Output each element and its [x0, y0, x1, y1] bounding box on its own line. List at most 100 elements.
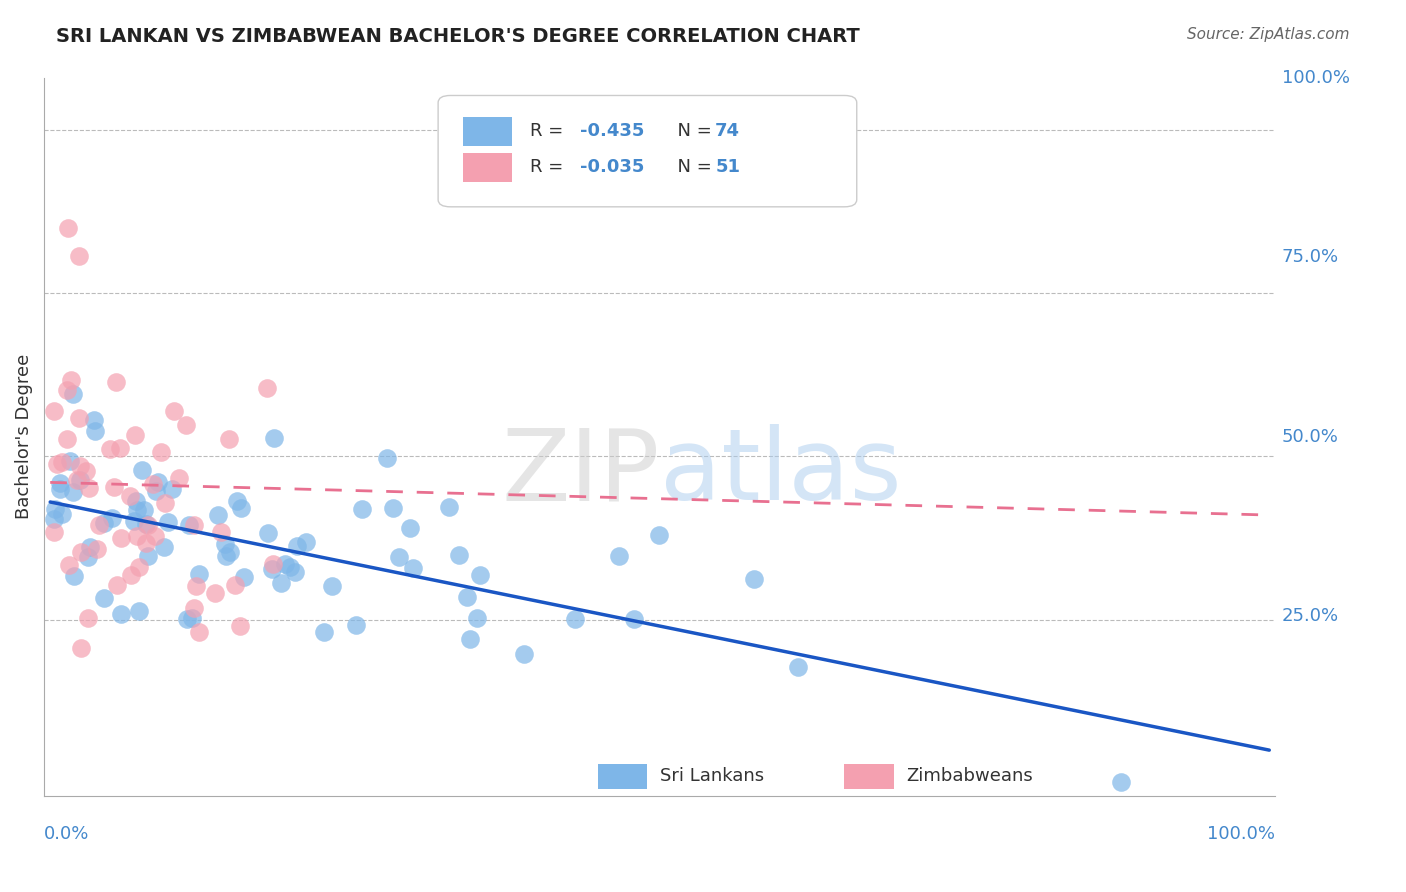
Sri Lankans [135, 517, 157, 532]
Zimbabweans [188, 625, 211, 640]
Zimbabweans [204, 586, 226, 600]
Sri Lankans [79, 540, 101, 554]
Sri Lankans [321, 578, 343, 592]
Sri Lankans [181, 611, 204, 625]
Bar [463, 117, 512, 145]
Text: Source: ZipAtlas.com: Source: ZipAtlas.com [1187, 27, 1350, 42]
FancyBboxPatch shape [439, 95, 856, 207]
Text: 0.0%: 0.0% [44, 824, 90, 843]
Text: ZIP: ZIP [502, 424, 659, 521]
Sri Lankans [437, 500, 460, 515]
Sri Lankans [125, 494, 148, 508]
Sri Lankans [128, 604, 150, 618]
Sri Lankans [62, 387, 84, 401]
Zimbabweans [70, 545, 93, 559]
Sri Lankans [456, 591, 478, 605]
Text: Sri Lankans: Sri Lankans [659, 767, 763, 786]
Text: 100.0%: 100.0% [1281, 69, 1350, 87]
Text: N =: N = [666, 158, 717, 177]
Sri Lankans [207, 508, 229, 522]
Y-axis label: Bachelor's Degree: Bachelor's Degree [15, 354, 32, 519]
Sri Lankans [1109, 775, 1132, 789]
Sri Lankans [513, 648, 536, 662]
Zimbabweans [56, 383, 79, 397]
Zimbabweans [183, 601, 205, 615]
Sri Lankans [256, 525, 278, 540]
Sri Lankans [465, 611, 488, 625]
Sri Lankans [284, 565, 307, 579]
Sri Lankans [285, 539, 308, 553]
Text: N =: N = [666, 122, 717, 140]
Zimbabweans [218, 432, 240, 446]
Sri Lankans [786, 660, 808, 674]
Zimbabweans [75, 464, 97, 478]
Sri Lankans [470, 568, 492, 582]
Sri Lankans [49, 483, 72, 497]
Sri Lankans [214, 537, 236, 551]
Sri Lankans [295, 534, 318, 549]
Zimbabweans [107, 578, 129, 592]
Zimbabweans [69, 458, 91, 473]
Zimbabweans [118, 489, 141, 503]
Sri Lankans [623, 612, 645, 626]
Sri Lankans [187, 567, 209, 582]
Sri Lankans [232, 570, 254, 584]
Sri Lankans [51, 507, 73, 521]
Zimbabweans [58, 558, 80, 572]
Sri Lankans [59, 454, 82, 468]
Zimbabweans [120, 568, 142, 582]
Zimbabweans [256, 381, 278, 395]
Zimbabweans [103, 480, 125, 494]
Sri Lankans [177, 517, 200, 532]
Zimbabweans [42, 404, 65, 418]
Sri Lankans [146, 475, 169, 489]
Zimbabweans [124, 428, 146, 442]
Sri Lankans [458, 632, 481, 646]
Zimbabweans [56, 433, 79, 447]
Sri Lankans [44, 501, 66, 516]
Zimbabweans [209, 524, 232, 539]
Sri Lankans [145, 483, 167, 498]
Sri Lankans [263, 431, 285, 445]
Zimbabweans [174, 418, 197, 433]
Zimbabweans [67, 410, 90, 425]
Sri Lankans [375, 450, 398, 465]
Sri Lankans [564, 612, 586, 626]
Text: 75.0%: 75.0% [1281, 248, 1339, 266]
Sri Lankans [83, 413, 105, 427]
Text: SRI LANKAN VS ZIMBABWEAN BACHELOR'S DEGREE CORRELATION CHART: SRI LANKAN VS ZIMBABWEAN BACHELOR'S DEGR… [56, 27, 860, 45]
Zimbabweans [66, 473, 89, 487]
Zimbabweans [100, 442, 122, 457]
Zimbabweans [153, 496, 176, 510]
Text: 51: 51 [716, 158, 740, 177]
Zimbabweans [125, 529, 148, 543]
Text: R =: R = [530, 122, 569, 140]
Zimbabweans [262, 557, 284, 571]
Zimbabweans [163, 404, 186, 418]
Zimbabweans [42, 524, 65, 539]
Zimbabweans [77, 482, 100, 496]
Zimbabweans [184, 579, 207, 593]
Zimbabweans [76, 611, 98, 625]
Sri Lankans [381, 501, 404, 516]
Sri Lankans [132, 503, 155, 517]
Bar [463, 153, 512, 182]
Sri Lankans [273, 557, 295, 571]
Zimbabweans [143, 529, 166, 543]
Text: 25.0%: 25.0% [1281, 607, 1339, 625]
Bar [598, 764, 647, 789]
Sri Lankans [229, 501, 252, 516]
Sri Lankans [278, 559, 301, 574]
Zimbabweans [135, 535, 157, 549]
Sri Lankans [160, 482, 183, 496]
Text: 50.0%: 50.0% [1281, 427, 1339, 446]
Sri Lankans [153, 540, 176, 554]
Sri Lankans [607, 549, 630, 564]
Zimbabweans [58, 220, 80, 235]
Sri Lankans [124, 514, 146, 528]
Zimbabweans [229, 619, 252, 633]
Sri Lankans [42, 512, 65, 526]
Sri Lankans [399, 521, 422, 535]
Sri Lankans [93, 591, 115, 605]
Zimbabweans [89, 518, 111, 533]
